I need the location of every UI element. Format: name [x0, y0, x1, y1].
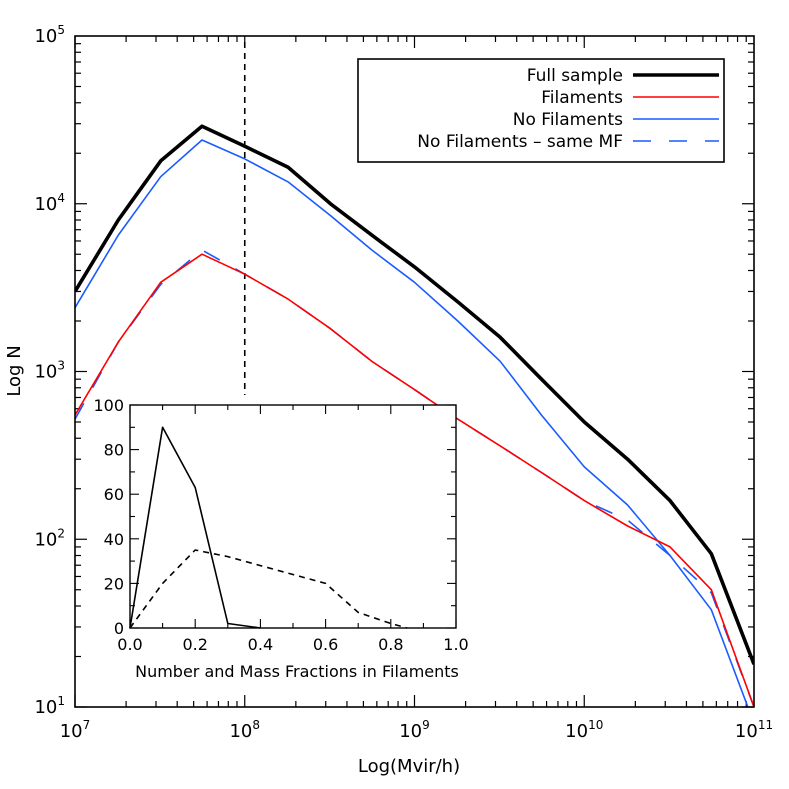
- inset-background: [88, 405, 456, 685]
- series-line-3: [75, 139, 749, 707]
- legend-label: Full sample: [527, 66, 623, 86]
- inset-series-group: [129, 426, 408, 629]
- series-line-1: [75, 124, 754, 665]
- series-line-2: [75, 253, 754, 707]
- x-tick-label: 1010: [565, 718, 603, 742]
- inset-y-tick-label: 80: [104, 441, 124, 460]
- inset-x-tick-label: 0.6: [313, 635, 338, 654]
- legend-label: No Filaments – same MF: [417, 132, 623, 152]
- inset-y-tick-label: 0: [114, 619, 124, 638]
- inset-x-tick-label: 0.2: [182, 635, 207, 654]
- main-plot: 107 108 109 1010 1011 101 102 103 104 105 Log(Mv…: [4, 23, 773, 777]
- main-y-tick-labels: 101 102 103 104 105: [34, 23, 65, 718]
- inset-x-tick-label: 1.0: [443, 635, 468, 654]
- y-tick-label: 105: [34, 23, 65, 47]
- inset-y-tick-label: 40: [104, 530, 124, 549]
- legend-label: Filaments: [541, 88, 623, 108]
- inset-y-tick-label: 60: [104, 485, 124, 504]
- x-tick-label: 109: [399, 718, 430, 742]
- inset-series-line-2: [129, 549, 408, 629]
- y-tick-label: 104: [34, 191, 65, 215]
- inset-x-axis-label: Number and Mass Fractions in Filaments: [135, 662, 459, 681]
- main-plot-frame: [74, 35, 755, 708]
- inset-series-line-1: [129, 426, 261, 629]
- legend-box: [357, 58, 725, 163]
- main-x-tick-labels: 107 108 109 1010 1011: [60, 718, 773, 742]
- inset-x-tick-labels: 0.0 0.2 0.4 0.6 0.8 1.0: [117, 635, 468, 654]
- y-axis-label: Log N: [4, 345, 25, 396]
- x-tick-label: 107: [60, 718, 91, 742]
- y-tick-label: 103: [34, 359, 65, 383]
- x-axis-label: Log(Mvir/h): [358, 756, 460, 777]
- inset-x-tick-label: 0.8: [378, 635, 403, 654]
- legend-label: No Filaments: [513, 110, 623, 130]
- inset-y-tick-label: 100: [93, 396, 124, 415]
- y-tick-label: 101: [34, 694, 65, 718]
- inset-y-tick-label: 20: [104, 574, 124, 593]
- inset-plot-frame: [129, 404, 457, 629]
- y-tick-label: 102: [34, 526, 65, 550]
- inset-y-tick-labels: 0 20 40 60 80 100: [93, 396, 124, 638]
- main-series-group: [75, 124, 754, 707]
- inset-x-tick-label: 0.0: [117, 635, 142, 654]
- x-tick-label: 1011: [735, 718, 773, 742]
- inset-plot: 0.0 0.2 0.4 0.6 0.8 1.0 0 20 40 60 80 100 Number a…: [88, 396, 469, 685]
- x-tick-label: 108: [229, 718, 260, 742]
- inset-x-tick-label: 0.4: [248, 635, 273, 654]
